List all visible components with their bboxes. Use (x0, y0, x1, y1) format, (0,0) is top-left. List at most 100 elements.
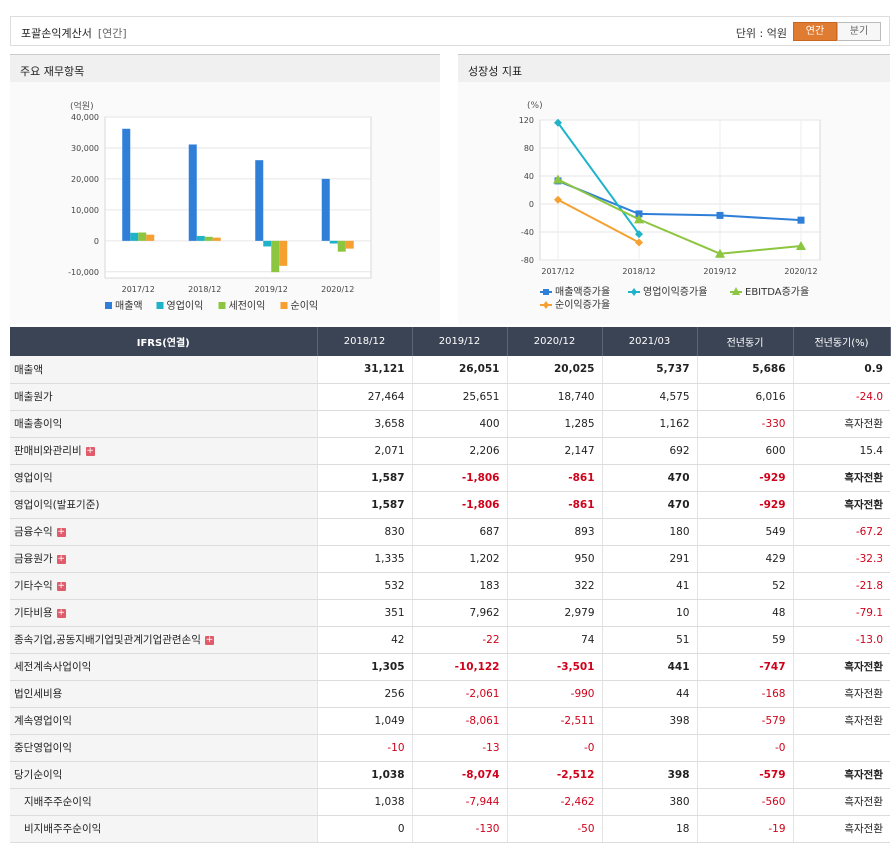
table-cell: 1,587 (316, 464, 412, 492)
title-text: 포괄손익계산서 (21, 27, 92, 40)
table-row: 기타비용 +351 7,962 2,979 10 48 -79.1 (10, 599, 890, 627)
table-cell: 1,162 (601, 410, 697, 438)
bar-순이익 (146, 234, 155, 241)
legend-swatch (280, 302, 288, 309)
point-순이익증가율 (635, 238, 643, 247)
table-cell: -2,512 (506, 761, 602, 789)
table-cell: -0 (696, 734, 793, 762)
row-label-text: 영업이익(발표기준) (14, 499, 100, 511)
row-label: 영업이익 (10, 464, 317, 492)
expand-icon[interactable]: + (56, 607, 66, 618)
table-cell: 380 (601, 788, 697, 816)
x-tick-label: 2020/12 (321, 285, 354, 294)
point-EBITDA증가율 (634, 214, 644, 224)
table-cell: 흑자전환 (792, 653, 890, 681)
table-cell: 549 (696, 518, 793, 546)
table-cell: -861 (506, 464, 602, 492)
table-cell: -560 (696, 788, 793, 816)
legend-marker (631, 288, 637, 296)
legend-label: 영업이익 (167, 299, 204, 312)
legend-swatch (156, 302, 164, 309)
y-tick-label: -10,000 (68, 268, 99, 277)
expand-icon[interactable]: + (56, 580, 66, 591)
expand-icon[interactable]: + (85, 445, 95, 456)
bar-세전이익 (337, 240, 346, 252)
row-label: 종속기업,공동지배기업및관계기업관련손익 + (10, 626, 317, 654)
expand-icon[interactable]: + (204, 634, 214, 645)
line-순이익증가율 (557, 198, 640, 244)
table-cell: 532 (316, 572, 412, 600)
table-row: 매출액 31,121 26,051 20,025 5,737 5,686 0.9 (10, 356, 890, 384)
table-cell: -32.3 (792, 545, 890, 573)
table-cell: 183 (411, 572, 507, 600)
bar-영업이익 (329, 240, 338, 244)
table-cell: -8,061 (411, 707, 507, 735)
y-tick-label: 40 (524, 172, 534, 181)
table-row: 세전계속사업이익 1,305 -10,122 -3,501 441 -747 흑자전환 (10, 653, 890, 681)
table-cell: 20,025 (506, 356, 602, 384)
table-row: 영업이익 1,587 -1,806 -861 470 -929 흑자전환 (10, 464, 890, 492)
table-cell: 27,464 (316, 383, 412, 411)
expand-icon[interactable]: + (56, 526, 66, 537)
row-label: 기타수익 + (10, 572, 317, 600)
table-cell: -579 (696, 761, 793, 789)
income-statement-table: IFRS(연결) 2018/12 2019/12 2020/12 2021/03 전년동기… (10, 327, 891, 843)
toggle-quarter-button[interactable]: 분기 (837, 22, 881, 41)
table-row: 판매비와관리비 +2,071 2,206 2,147 692 600 15.4 (10, 437, 890, 465)
y-tick-label: 0 (529, 200, 534, 209)
statement-title: 포괄손익계산서 [연간] (21, 25, 127, 41)
toggle-annual-button[interactable]: 연간 (793, 22, 837, 41)
table-cell: 1,038 (316, 788, 412, 816)
bar-영업이익 (130, 232, 139, 241)
table-cell: 692 (601, 437, 697, 465)
financial-items-title: 주요 재무항목 (20, 65, 85, 78)
point-매출액증가율 (716, 211, 724, 219)
table-cell: 322 (506, 572, 602, 600)
plot-area (104, 116, 372, 279)
row-label-text: 판매비와관리비 (14, 445, 82, 457)
table-cell: 52 (696, 572, 793, 600)
table-cell: 400 (411, 410, 507, 438)
expand-icon[interactable]: + (56, 553, 66, 564)
table-cell: 42 (316, 626, 412, 654)
table-cell: 25,651 (411, 383, 507, 411)
table-cell: -19 (696, 815, 793, 843)
table-cell: 18,740 (506, 383, 602, 411)
table-cell: -7,944 (411, 788, 507, 816)
table-cell: 600 (696, 437, 793, 465)
table-cell: -330 (696, 410, 793, 438)
table-cell: 470 (601, 464, 697, 492)
row-label-text: 종속기업,공동지배기업및관계기업관련손익 (14, 634, 201, 646)
growth-header: 성장성 지표 (458, 54, 890, 82)
table-row: 법인세비용 256 -2,061 -990 44 -168 흑자전환 (10, 680, 890, 708)
row-label-text: 매출원가 (14, 391, 53, 403)
y-tick-label: 80 (524, 144, 534, 153)
table-cell: 398 (601, 761, 697, 789)
row-label: 세전계속사업이익 (10, 653, 317, 681)
table-cell: 441 (601, 653, 697, 681)
point-순이익증가율 (554, 195, 562, 204)
row-label-text: 중단영업이익 (14, 742, 72, 754)
legend-label: EBITDA증가율 (745, 286, 809, 298)
table-cell: 1,202 (411, 545, 507, 573)
x-tick-label: 2018/12 (622, 267, 655, 276)
table-cell: 흑자전환 (792, 491, 890, 519)
x-tick-label: 2018/12 (188, 285, 221, 294)
table-cell: -10 (316, 734, 412, 762)
row-label-text: 법인세비용 (14, 688, 63, 700)
table-cell: -22 (411, 626, 507, 654)
legend-label: 순이익 (291, 300, 319, 312)
row-label-text: 영업이익 (14, 472, 53, 484)
table-cell: -50 (506, 815, 602, 843)
table-cell: 893 (506, 518, 602, 546)
table-row: 지배주주순이익 1,038 -7,944 -2,462 380 -560 흑자전환 (10, 788, 890, 816)
table-cell: 950 (506, 545, 602, 573)
row-label: 당기순이익 (10, 761, 317, 789)
table-cell: 44 (601, 680, 697, 708)
table-cell: 2,979 (506, 599, 602, 627)
row-label: 금융원가 + (10, 545, 317, 573)
table-cell: -2,511 (506, 707, 602, 735)
row-label: 지배주주순이익 (10, 788, 317, 816)
table-cell: 4,575 (601, 383, 697, 411)
table-cell: -24.0 (792, 383, 890, 411)
